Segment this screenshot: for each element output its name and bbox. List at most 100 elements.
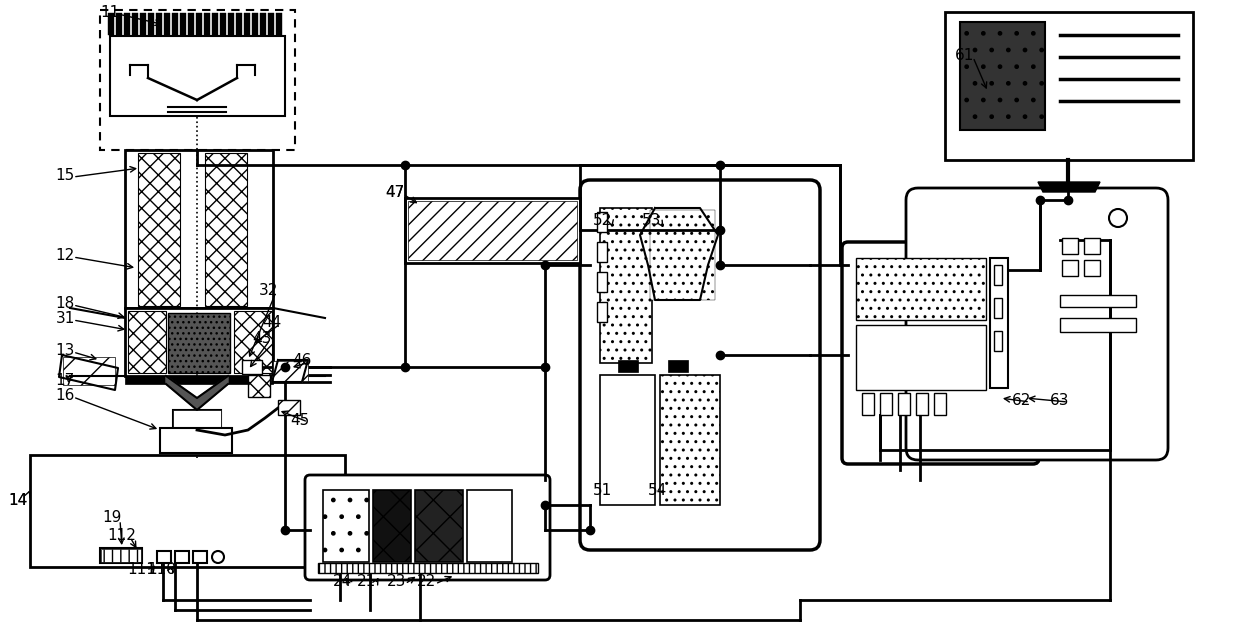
Bar (244, 13, 250, 35)
Bar (205, 153, 247, 306)
Bar (236, 13, 242, 35)
Bar (596, 272, 608, 292)
Bar (205, 13, 210, 35)
Text: 32: 32 (258, 283, 278, 297)
Bar (600, 208, 652, 363)
Text: 43: 43 (252, 331, 272, 345)
Text: 14: 14 (9, 492, 27, 508)
Text: 47: 47 (386, 185, 404, 199)
Bar (596, 242, 608, 262)
Bar (668, 360, 688, 372)
Bar (167, 313, 229, 373)
Bar (596, 302, 608, 322)
Bar (252, 13, 258, 35)
Bar (990, 258, 1008, 388)
Text: 16: 16 (56, 388, 74, 403)
Bar (196, 13, 202, 35)
Bar (1084, 260, 1100, 276)
Bar (219, 13, 226, 35)
Bar (994, 331, 1002, 351)
Bar (212, 13, 218, 35)
Text: 54: 54 (649, 483, 667, 497)
Bar (164, 13, 170, 35)
Bar (1060, 318, 1136, 332)
Bar (100, 549, 141, 562)
Bar (994, 265, 1002, 285)
Bar (100, 10, 295, 150)
Bar (117, 13, 122, 35)
Bar (405, 198, 580, 263)
Text: 31: 31 (56, 310, 74, 326)
Bar (322, 490, 370, 562)
Text: 14: 14 (9, 492, 27, 508)
Bar (408, 201, 577, 260)
Text: 47: 47 (386, 185, 404, 199)
Bar (188, 13, 193, 35)
Bar (63, 357, 115, 385)
Polygon shape (273, 308, 325, 376)
Text: 110: 110 (148, 563, 176, 578)
Bar (128, 311, 166, 373)
Bar (125, 150, 273, 308)
Bar (174, 410, 221, 430)
Bar (660, 375, 720, 505)
Text: 23: 23 (387, 574, 407, 590)
Bar (248, 375, 270, 397)
Bar (108, 13, 114, 35)
Polygon shape (60, 355, 118, 390)
Text: 46: 46 (293, 353, 311, 367)
Bar (467, 490, 512, 562)
Bar (600, 375, 655, 505)
Bar (193, 551, 207, 563)
Text: 19: 19 (103, 510, 122, 526)
FancyBboxPatch shape (580, 180, 820, 550)
FancyBboxPatch shape (305, 475, 551, 580)
Bar (125, 376, 273, 384)
Bar (148, 13, 154, 35)
Text: 63: 63 (1050, 392, 1070, 408)
Text: 52: 52 (594, 213, 613, 228)
Bar (175, 551, 188, 563)
Bar (934, 393, 946, 415)
Polygon shape (166, 376, 228, 410)
Text: 61: 61 (955, 47, 975, 63)
Bar (960, 22, 1045, 130)
Bar (260, 13, 267, 35)
Bar (125, 308, 273, 376)
Bar (596, 212, 608, 232)
Bar (278, 400, 300, 415)
Polygon shape (1038, 182, 1100, 192)
Circle shape (1109, 209, 1127, 227)
Bar (180, 13, 186, 35)
Text: 17: 17 (56, 372, 74, 388)
Bar (228, 13, 234, 35)
FancyBboxPatch shape (906, 188, 1168, 460)
Text: 62: 62 (1012, 392, 1032, 408)
Bar (172, 13, 179, 35)
Bar (310, 480, 546, 575)
Text: 22: 22 (418, 574, 436, 590)
Polygon shape (272, 360, 308, 382)
Bar (140, 13, 146, 35)
Text: 111: 111 (128, 563, 156, 578)
Bar (156, 13, 162, 35)
Bar (124, 13, 130, 35)
Bar (1061, 238, 1078, 254)
Bar (415, 490, 463, 562)
Bar (856, 258, 986, 320)
Bar (916, 393, 928, 415)
Text: 112: 112 (108, 528, 136, 542)
Bar (898, 393, 910, 415)
Bar (618, 360, 639, 372)
Bar (234, 311, 272, 373)
Bar (100, 548, 143, 563)
Bar (856, 325, 986, 390)
Bar (138, 153, 180, 306)
Text: 24: 24 (332, 574, 352, 590)
Bar (945, 12, 1193, 160)
Bar (242, 360, 262, 374)
Text: 15: 15 (56, 167, 74, 183)
Bar (110, 36, 285, 116)
Text: 51: 51 (594, 483, 613, 497)
Bar (131, 13, 138, 35)
